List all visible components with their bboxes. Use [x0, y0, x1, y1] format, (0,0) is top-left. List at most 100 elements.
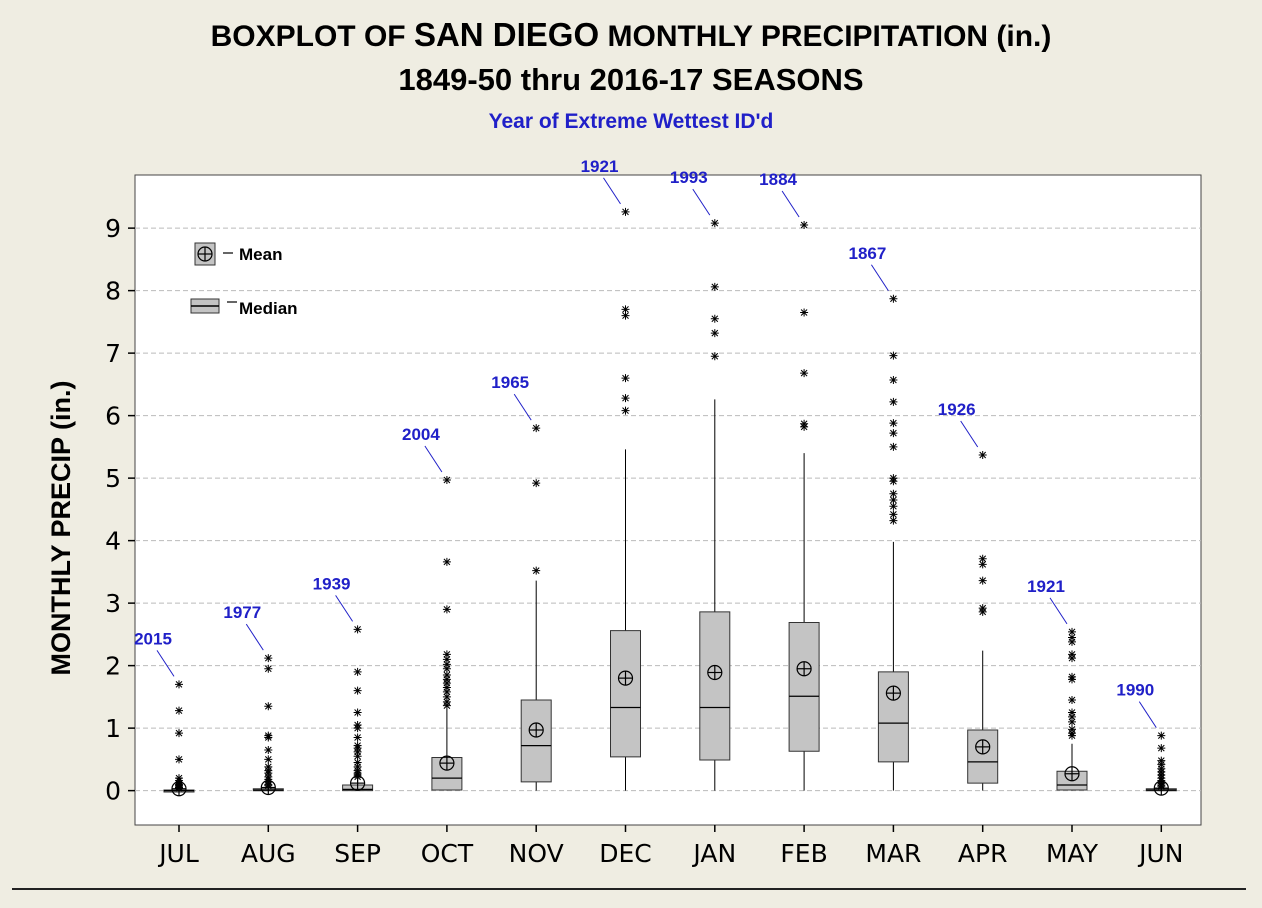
outlier-point — [1068, 637, 1076, 646]
outlier-point — [353, 752, 362, 761]
outlier-point — [1068, 717, 1076, 726]
iqr-box — [788, 622, 820, 752]
annotation-year: 1990 — [1116, 681, 1154, 700]
box-jan — [699, 219, 731, 791]
outlier-point — [889, 502, 898, 511]
annotation-year: 1867 — [848, 244, 886, 263]
outlier-point — [800, 369, 809, 378]
x-tick-label: MAY — [1046, 839, 1099, 868]
annotation-year: 1965 — [491, 373, 529, 392]
annotation-year: 1977 — [223, 603, 261, 622]
mean-marker — [439, 755, 455, 771]
outlier-point — [978, 451, 987, 459]
annotations: 2015 1977 1939 2004 1965 1921 1993 1884 1867 1926… — [134, 157, 1157, 728]
outlier-point — [800, 308, 809, 317]
outlier-point — [1068, 654, 1076, 663]
outlier-point — [1068, 627, 1076, 636]
outlier-point — [889, 397, 898, 406]
mean-marker — [1153, 780, 1169, 796]
x-tick-label: DEC — [599, 839, 652, 868]
annotation-year: 1884 — [759, 170, 797, 189]
x-tick-label: MAR — [865, 839, 921, 868]
y-axis-label: MONTHLY PRECIP (in.) — [46, 380, 76, 675]
outlier-point — [1068, 712, 1076, 721]
outlier-point — [889, 477, 898, 486]
outlier-point — [442, 476, 451, 484]
chart-title-part2: MONTHLY PRECIPITATION (in.) — [599, 20, 1052, 53]
box-nov — [520, 424, 552, 791]
outlier-point — [353, 625, 362, 634]
annotation-leader — [513, 393, 532, 421]
outlier-point — [442, 701, 451, 710]
outlier-point — [621, 374, 630, 383]
box-dec — [610, 207, 641, 791]
annotation-year: 1993 — [670, 168, 708, 187]
chart-subtitle: 1849-50 thru 2016-17 SEASONS — [398, 62, 864, 97]
outlier-point — [889, 516, 898, 525]
annotation-year: 2004 — [402, 425, 440, 444]
axes: 0 1 2 3 4 5 6 7 8 9 JUL AUG SEP OCT NOV DEC JAN FEB MAR APR… — [105, 214, 1183, 868]
outlier-point — [710, 352, 719, 361]
outlier-point — [1068, 731, 1076, 740]
chart-title-city: SAN DIEGO — [413, 16, 600, 53]
outlier-point — [532, 566, 541, 575]
box-aug — [252, 654, 284, 796]
legend-median-label: Median — [239, 299, 298, 318]
iqr-box — [610, 630, 641, 758]
outlier-point — [532, 479, 541, 488]
outlier-point — [710, 282, 719, 291]
outlier-point — [889, 351, 898, 360]
iqr-box — [520, 699, 552, 783]
outlier-point — [978, 607, 987, 616]
outlier-point — [1157, 731, 1166, 740]
outlier-point — [353, 733, 362, 742]
outlier-point — [978, 576, 987, 585]
y-tick-label: 8 — [105, 277, 121, 306]
outlier-point — [889, 419, 898, 428]
box-sep — [342, 625, 374, 792]
annotation-year: 1939 — [313, 574, 351, 593]
outlier-point — [175, 706, 183, 715]
outlier-point — [889, 294, 898, 303]
outlier-point — [621, 311, 630, 320]
outlier-point — [800, 221, 809, 229]
annotation-year: 1926 — [938, 400, 976, 419]
mean-marker — [617, 670, 634, 686]
y-tick-label: 2 — [105, 652, 121, 681]
outlier-point — [442, 605, 451, 614]
y-tick-label: 0 — [105, 777, 121, 806]
mean-marker — [1064, 766, 1080, 782]
bottom-frame-line — [12, 888, 1246, 890]
outlier-point — [710, 329, 719, 338]
outlier-point — [264, 733, 273, 742]
chart-title: BOXPLOT OF SAN DIEGO MONTHLY PRECIPITATI… — [0, 16, 1262, 54]
outlier-point — [353, 724, 362, 733]
outlier-point — [264, 755, 273, 764]
mean-marker — [885, 685, 902, 701]
plot-area — [134, 174, 1202, 826]
outlier-point — [621, 207, 630, 216]
box-jul — [163, 680, 195, 797]
iqr-box — [877, 671, 909, 763]
annotation-leader — [424, 445, 443, 473]
outlier-point — [978, 560, 987, 569]
box-may — [1056, 627, 1088, 791]
outlier-point — [264, 664, 273, 673]
legend: Mean Median — [190, 242, 298, 318]
grid-lines — [135, 227, 1201, 792]
outlier-point — [889, 442, 898, 451]
x-tick-label: SEP — [334, 839, 381, 868]
annotation-year: 1921 — [1027, 577, 1065, 596]
chart-note: Year of Extreme Wettest ID'd — [488, 110, 774, 133]
annotation-leader — [870, 264, 889, 292]
x-tick-label: OCT — [421, 839, 474, 868]
outlier-point — [175, 729, 183, 738]
annotation-leader — [245, 623, 264, 651]
annotation-leader — [1138, 701, 1157, 728]
x-tick-label: FEB — [780, 839, 827, 868]
outlier-point — [889, 376, 898, 384]
outlier-point — [175, 680, 183, 689]
outlier-point — [1068, 675, 1076, 684]
x-tick-label: JUN — [1137, 839, 1183, 868]
